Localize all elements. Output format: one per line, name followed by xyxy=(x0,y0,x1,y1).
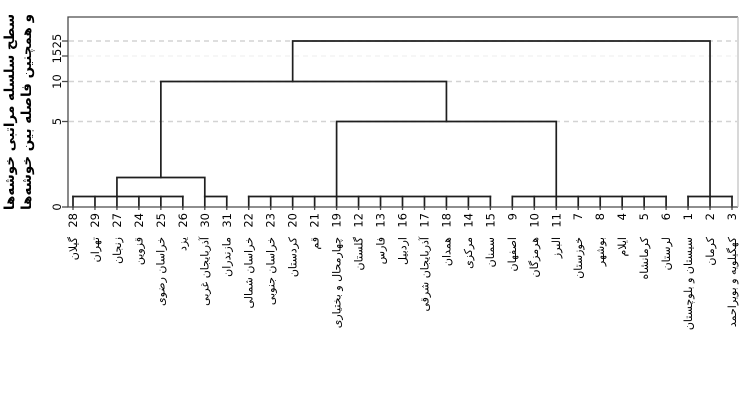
leaf-name-label: البرز xyxy=(550,237,563,259)
leaf-number-label: 15 xyxy=(483,213,497,228)
leaf-name-label: بوشهر xyxy=(594,237,607,267)
leaf-number-label: 18 xyxy=(439,213,453,228)
leaf-name-label: خراسان جنوبی xyxy=(265,237,278,305)
leaf-number-label: 7 xyxy=(571,213,585,220)
y-axis-title-line2: و همچنین فاصله بین خوشه‌ها xyxy=(19,14,35,210)
leaf-name-label: گلستان xyxy=(352,236,365,270)
leaf-name-label: اردبیل xyxy=(396,237,409,265)
leaf-name-label: قم xyxy=(308,237,321,250)
leaf-number-label: 19 xyxy=(330,213,344,228)
y-axis-title-line1: سطح سلسله مراتبی خوشه‌ها xyxy=(2,14,18,210)
leaf-name-label: گیلان xyxy=(67,236,80,260)
leaf-number-label: 21 xyxy=(308,213,322,228)
leaf-number-label: 12 xyxy=(352,213,366,228)
leaf-number-label: 8 xyxy=(593,213,607,220)
leaf-name-label: چهارمحال و بختیاری xyxy=(330,237,343,328)
leaf-name-label: خوزستان xyxy=(572,237,585,279)
leaf-number-label: 4 xyxy=(615,213,629,220)
plot-box-frame xyxy=(67,16,738,208)
leaf-name-label: مازندران xyxy=(221,237,234,277)
leaf-number-label: 5 xyxy=(637,213,651,220)
leaf-number-label: 30 xyxy=(198,213,212,228)
leaf-number-label: 25 xyxy=(154,213,168,228)
leaf-name-label: کردستان xyxy=(287,236,300,277)
leaf-name-label: ایلام xyxy=(616,237,629,257)
leaf-number-label: 1 xyxy=(681,213,695,220)
leaf-name-label: خراسان شمالی xyxy=(243,237,256,309)
leaf-name-label: سمنان xyxy=(484,237,497,267)
leaf-number-label: 14 xyxy=(461,213,475,228)
leaf-number-label: 11 xyxy=(549,213,563,228)
merge-link-h10 xyxy=(160,80,448,179)
leaf-number-label: 9 xyxy=(505,213,519,220)
leaf-number-label: 10 xyxy=(527,213,541,228)
leaf-number-label: 28 xyxy=(66,213,80,228)
leaf-number-label: 23 xyxy=(264,213,278,228)
leaf-name-label: فارس xyxy=(374,237,387,264)
y-tick-label: 10 xyxy=(50,74,64,89)
y-tick-label: 15 xyxy=(50,49,64,64)
leaf-name-label: لرستان xyxy=(660,237,673,270)
y-tick-label: 5 xyxy=(50,118,64,125)
merge-link-h2 xyxy=(116,176,206,198)
y-tick-label: 25 xyxy=(50,34,64,49)
leaf-number-label: 27 xyxy=(110,213,124,228)
leaf-name-label: هرمزگان xyxy=(528,237,541,278)
leaf-number-label: 20 xyxy=(286,213,300,228)
leaf-name-label: اصفهان xyxy=(506,237,519,271)
leaf-name-label: زنجان xyxy=(111,237,124,264)
leaf-number-label: 29 xyxy=(88,213,102,228)
merge-link-h5 xyxy=(335,120,558,198)
y-tick-label: 0 xyxy=(50,203,64,210)
leaf-name-label: آذربایجان غربی xyxy=(198,236,212,306)
dendrogram-tree xyxy=(72,40,733,208)
leaf-name-label: آذربایجان شرقی xyxy=(417,236,431,311)
leaf-number-label: 17 xyxy=(417,213,431,228)
leaf-number-label: 6 xyxy=(659,213,673,220)
leaf-number-label: 26 xyxy=(176,213,190,228)
leaf-name-label: کرمانشاه xyxy=(638,236,651,279)
leaf-name-label: یزد xyxy=(177,237,190,251)
leaf-name-label: قزوین xyxy=(133,237,146,265)
leaf-number-label: 13 xyxy=(374,213,388,228)
leaf-number-label: 16 xyxy=(396,213,410,228)
merge-link-h25 xyxy=(291,40,711,198)
leaf-name-label: خراسان رضوی xyxy=(155,237,168,306)
leaf-name-label: تهران xyxy=(89,237,102,262)
leaf-name-label: همدان xyxy=(440,237,453,266)
leaf-number-label: 31 xyxy=(220,213,234,228)
leaf-name-label: مرکزی xyxy=(462,237,475,269)
leaf-name-label: کهگیلویه و بویراحمد xyxy=(726,236,739,327)
leaf-number-label: 22 xyxy=(242,213,256,228)
leaf-name-label: سیستان و بلوچستان xyxy=(682,237,695,330)
leaf-number-label: 24 xyxy=(132,213,146,228)
plot-box xyxy=(67,16,739,208)
leaf-name-label: کرمان xyxy=(704,236,717,265)
leaf-number-label: 3 xyxy=(725,213,739,220)
leaf-number-label: 2 xyxy=(703,213,717,220)
